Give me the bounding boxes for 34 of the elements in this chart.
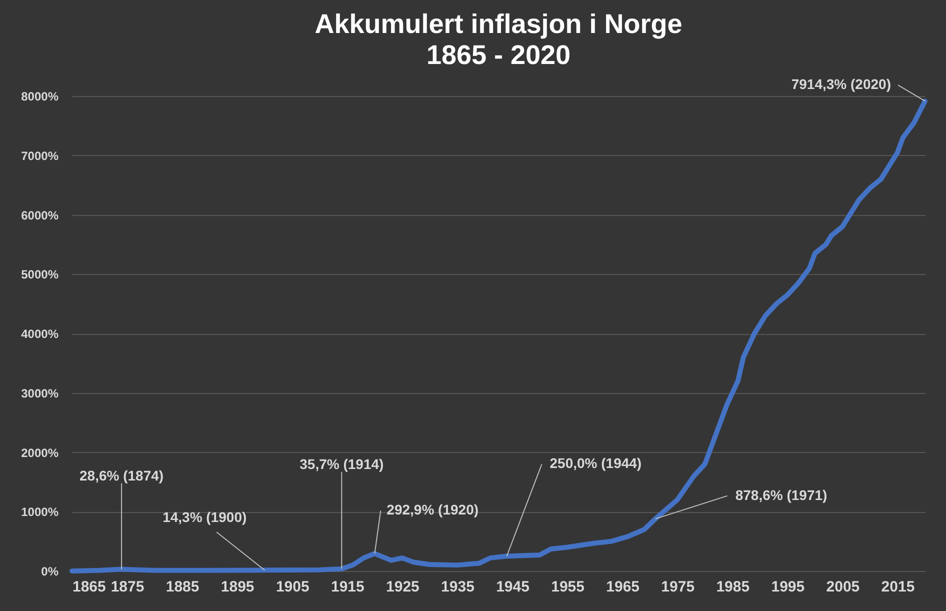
annotation: 292,9% (1920) [386,502,479,518]
x-tick-label: 1935 [441,578,474,596]
annotation: 28,6% (1874) [80,467,164,484]
x-tick-label: 1975 [661,578,695,596]
annotation: 35,7% (1914) [300,456,384,472]
x-tick-label: 2015 [881,578,915,596]
x-tick-label: 1905 [276,578,310,596]
annotation: 250,0% (1944) [550,455,642,472]
annotation: 878,6% (1971) [735,486,828,503]
y-tick-label: 6000% [21,208,59,222]
chart-title: Akkumulert inflasjon i Norge [314,9,682,40]
y-tick-label: 4000% [21,327,59,341]
chart-subtitle: 1865 - 2020 [426,40,571,70]
x-tick-label: 1895 [220,578,254,596]
y-tick-label: 0% [41,564,59,578]
x-tick-label: 1925 [386,578,420,596]
x-tick-label: 1945 [496,578,530,596]
y-tick-label: 8000% [21,90,59,104]
annotation: 7914,3% (2020) [791,76,891,92]
annotation: 14,3% (1900) [162,509,247,526]
x-tick-label: 1965 [606,578,640,596]
x-tick-label: 1915 [330,578,364,596]
y-tick-label: 3000% [21,386,59,400]
y-tick-label: 7000% [21,148,59,163]
y-tick-label: 1000% [21,505,59,520]
x-tick-label: 1865 [72,578,106,596]
y-tick-label: 5000% [21,268,59,282]
x-tick-label: 1985 [716,578,750,596]
x-tick-label: 1875 [110,578,144,596]
x-tick-label: 1955 [551,578,584,596]
y-tick-label: 2000% [21,446,59,460]
x-tick-label: 1995 [771,578,805,596]
x-tick-label: 1885 [166,578,200,596]
x-tick-label: 2005 [826,578,860,596]
